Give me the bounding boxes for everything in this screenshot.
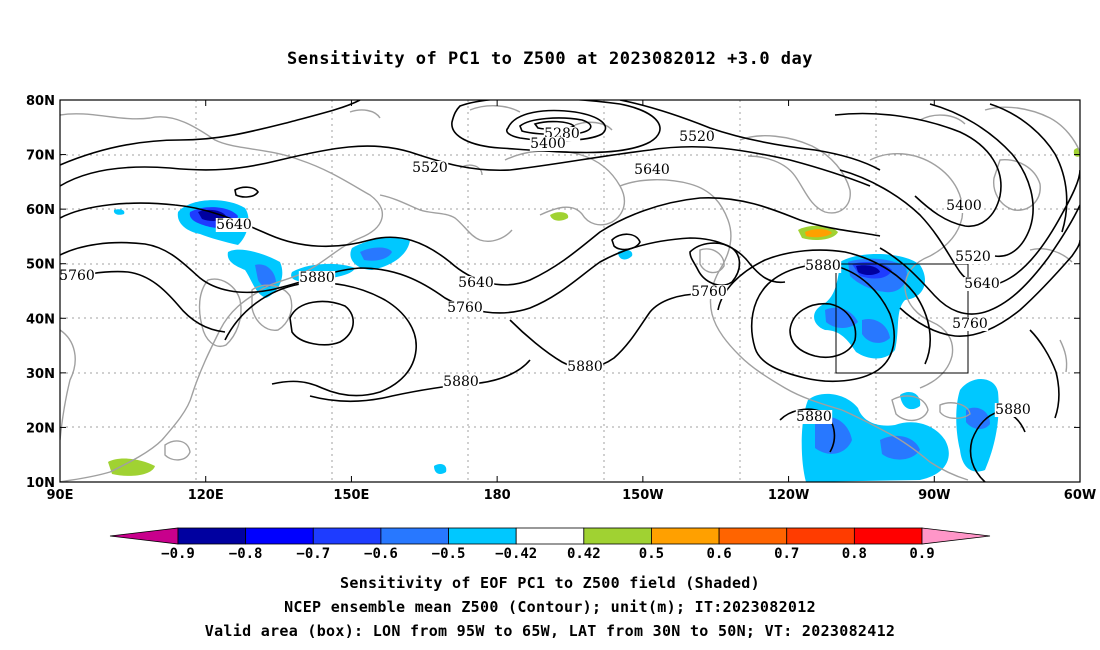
colorbar-box: [380, 527, 449, 545]
contour-label: 5760: [691, 284, 727, 300]
colorbar-label: 0.6: [706, 546, 731, 562]
colorbar-box: [448, 527, 517, 545]
shade-patch-small-2: [434, 464, 447, 474]
colorbar-label: 0.7: [774, 546, 799, 562]
lat-tick-label: 20N: [26, 421, 55, 436]
colorbar-label: 0.42: [567, 546, 601, 562]
figure-title: Sensitivity of PC1 to Z500 at 2023082012…: [286, 49, 813, 69]
lon-tick-label: 180: [484, 488, 511, 503]
lat-tick-label: 50N: [26, 258, 55, 273]
contour-label: 5400: [946, 198, 982, 214]
contour-5760: [60, 237, 786, 314]
colorbar-box: [312, 527, 382, 545]
contour-5880-na: [750, 264, 896, 383]
lat-tick-label: 80N: [26, 94, 55, 109]
lat-tick-label: 10N: [26, 476, 55, 491]
contour-5400: [451, 100, 661, 154]
shade-patch-india-green: [108, 458, 155, 476]
shade-patch-alaska-green: [550, 212, 569, 221]
contour-label: 5880: [443, 374, 479, 390]
shade-patch-small-1: [113, 209, 125, 215]
colorbar-box: [177, 527, 247, 545]
colorbar-under-triangle: [109, 527, 179, 545]
contour-label: 5880: [796, 409, 832, 425]
contour-label: 5880: [567, 359, 603, 375]
colorbar-box: [718, 527, 788, 545]
colorbar-box: [786, 527, 855, 545]
colorbar-label: −0.8: [229, 546, 263, 562]
contour-label: 5880: [299, 270, 335, 286]
colorbar-label: 0.9: [909, 546, 934, 562]
lon-tick-label: 60W: [1064, 488, 1096, 503]
contour-5640-na: [879, 204, 1080, 315]
lon-tick-label: 120E: [188, 488, 224, 503]
lon-tick-label: 90E: [47, 488, 74, 503]
contour-5760-na: [899, 239, 1080, 337]
contour-label: 5400: [530, 136, 566, 152]
contour-label: 5640: [964, 276, 1000, 292]
plot-frame: [59, 99, 1081, 483]
contour-label: 5640: [634, 162, 670, 178]
plot-area: [60, 100, 1080, 482]
colorbar-label: −0.5: [432, 546, 466, 562]
colorbar-box: [853, 527, 923, 545]
contour-5400-na: [834, 112, 1002, 227]
latitude-labels: 80N 70N 60N 50N 40N 30N 20N 10N: [26, 94, 55, 491]
contour-label: 5520: [412, 160, 448, 176]
colorbar-box: [583, 527, 652, 545]
lon-tick-label: 90W: [918, 488, 950, 503]
caption-shading: Sensitivity of EOF PC1 to Z500 field (Sh…: [340, 574, 760, 592]
contour-label: 5640: [458, 275, 494, 291]
longitude-labels: 90E 120E 150E 180 150W 120W 90W 60W: [47, 488, 1097, 503]
caption-contour: NCEP ensemble mean Z500 (Contour); unit(…: [284, 598, 816, 616]
contour-label: 5760: [447, 300, 483, 316]
colorbar-box: [515, 527, 585, 545]
contour-label: 5760: [59, 268, 95, 284]
colorbar-over-triangle: [921, 527, 991, 545]
colorbar-box: [245, 527, 314, 545]
contour-5880-west-pacific: [224, 281, 417, 397]
lat-tick-label: 30N: [26, 367, 55, 382]
shade-patch-gulf: [801, 393, 949, 482]
contour-label: 5520: [955, 249, 991, 265]
colorbar-label: 0.8: [842, 546, 867, 562]
contour-label: 5760: [952, 316, 988, 332]
colorbar-label: −0.6: [364, 546, 398, 562]
lat-tick-label: 60N: [26, 203, 55, 218]
lon-tick-label: 120W: [768, 488, 809, 503]
tick-marks: [59, 99, 1081, 483]
contour-5520-north: [60, 145, 871, 187]
lat-tick-label: 70N: [26, 149, 55, 164]
contour-label: 5640: [216, 217, 252, 233]
colorbar-label: −0.7: [296, 546, 330, 562]
colorbar-box: [651, 527, 720, 545]
contour-5280-low: [505, 109, 607, 142]
lon-tick-label: 150E: [333, 488, 369, 503]
lon-tick-label: 150W: [622, 488, 663, 503]
contour-label: 5880: [995, 402, 1031, 418]
colorbar: −0.9 −0.8 −0.7 −0.6 −0.5 −0.42 0.42 0.5 0.6 0.7 0.…: [109, 527, 991, 562]
caption-valid-area: Valid area (box): LON from 95W to 65W, L…: [204, 622, 896, 640]
lat-tick-label: 40N: [26, 312, 55, 327]
contour-label: 5520: [679, 129, 715, 145]
colorbar-label: −0.9: [161, 546, 195, 562]
contour-label: 5880: [805, 258, 841, 274]
colorbar-label: 0.5: [639, 546, 664, 562]
colorbar-label: −0.42: [495, 546, 537, 562]
contour-5880-central-pacific: [509, 293, 701, 369]
